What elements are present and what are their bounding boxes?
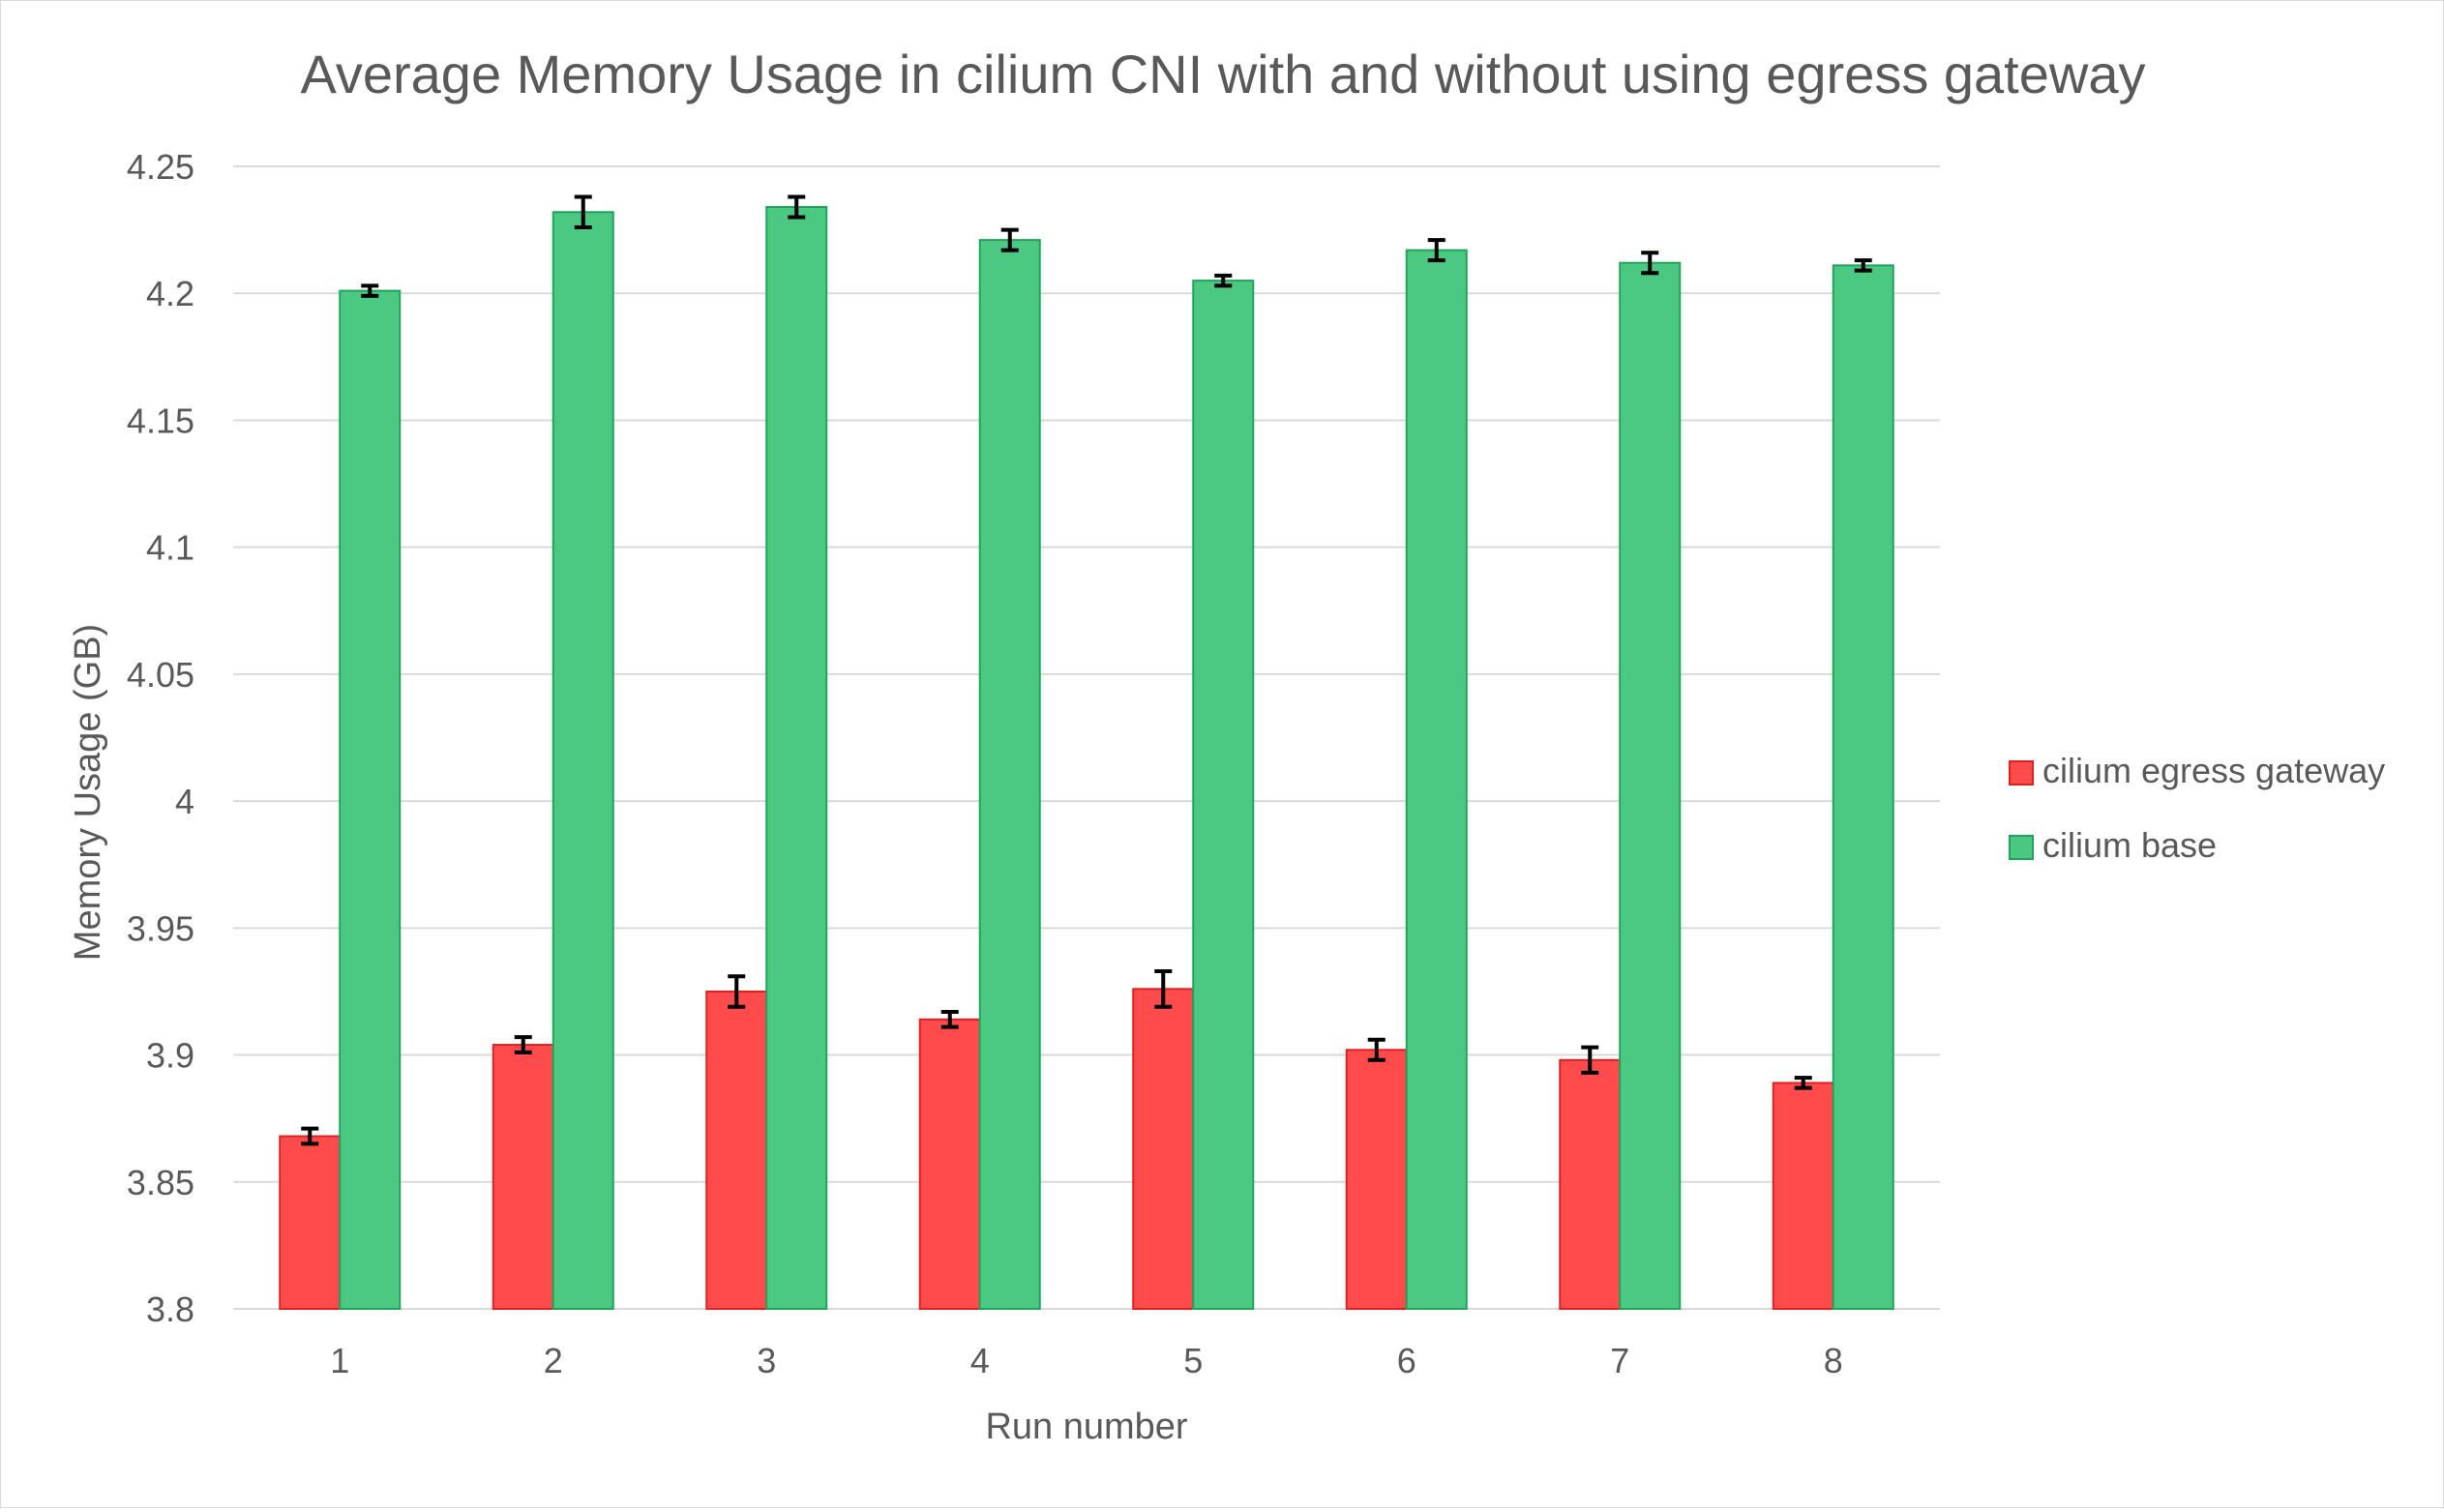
x-tick-label: 5 [1183, 1341, 1203, 1380]
gridlines [233, 165, 1940, 1310]
bar-base-run-3 [765, 205, 828, 1311]
bar-egress-gateway-run-3 [705, 990, 768, 1310]
bar-egress-gateway-run-2 [492, 1044, 554, 1310]
bar-egress-gateway-run-4 [918, 1018, 981, 1311]
error-bar [1794, 1076, 1812, 1090]
y-tick-label: 4.15 [127, 400, 194, 440]
x-tick-label: 7 [1610, 1341, 1629, 1380]
y-tick-label: 4 [175, 782, 194, 821]
bar-egress-gateway-run-5 [1132, 988, 1195, 1310]
y-tick-label: 4.1 [146, 528, 194, 568]
bar-egress-gateway-run-6 [1345, 1049, 1408, 1310]
bars [279, 205, 1894, 1311]
y-tick-label: 4.25 [127, 147, 194, 187]
error-bar [728, 974, 746, 1009]
x-tick-label: 3 [757, 1341, 776, 1380]
bar-base-run-1 [339, 289, 402, 1310]
error-bar [1641, 251, 1659, 276]
x-tick-label: 1 [330, 1341, 349, 1380]
bar-base-run-6 [1405, 249, 1468, 1310]
legend: cilium egress gateway cilium base [2009, 751, 2385, 865]
bar-base-run-7 [1619, 261, 1682, 1310]
bar-base-run-4 [978, 239, 1041, 1310]
error-bar [788, 194, 806, 220]
chart-title: Average Memory Usage in cilium CNI with … [301, 44, 2146, 104]
error-bar [1214, 273, 1233, 288]
y-tick-label: 3.8 [146, 1290, 194, 1329]
error-bar [1427, 238, 1446, 263]
y-tick-label: 3.9 [146, 1036, 194, 1076]
legend-swatch [2009, 835, 2034, 860]
bar-base-run-5 [1192, 280, 1255, 1311]
error-bar [1581, 1045, 1599, 1075]
error-bar [301, 1126, 319, 1146]
y-tick-label: 4.2 [146, 274, 194, 313]
error-bar [1854, 258, 1872, 273]
y-tick-label: 3.95 [127, 908, 194, 948]
x-tick-label: 8 [1824, 1341, 1843, 1380]
error-bar [940, 1009, 959, 1029]
error-bar [514, 1035, 532, 1054]
error-bar [1367, 1037, 1386, 1062]
y-tick-label: 3.85 [127, 1163, 194, 1202]
legend-label: cilium egress gateway [2042, 751, 2385, 790]
x-tick-labels: 1 2 3 4 5 6 7 8 [330, 1341, 1843, 1380]
error-bar [1154, 968, 1173, 1009]
bar-egress-gateway-run-7 [1559, 1058, 1622, 1310]
bar-egress-gateway-run-8 [1772, 1082, 1834, 1310]
bar-egress-gateway-run-1 [279, 1135, 342, 1310]
legend-label: cilium base [2042, 825, 2217, 865]
y-tick-labels: 3.8 3.85 3.9 3.95 4 4.05 4.1 4.15 4.2 4.25 [127, 147, 194, 1329]
legend-swatch [2009, 760, 2034, 786]
bar-base-run-8 [1832, 264, 1894, 1310]
bar-base-run-2 [551, 211, 614, 1311]
error-bars [301, 194, 1872, 1146]
x-tick-label: 4 [970, 1341, 990, 1380]
x-axis-label: Run number [985, 1407, 1187, 1447]
x-tick-label: 2 [544, 1341, 563, 1380]
error-bar [361, 283, 379, 298]
error-bar [1000, 227, 1019, 252]
x-tick-label: 6 [1397, 1341, 1416, 1380]
y-axis-label: Memory Usage (GB) [68, 624, 108, 961]
error-bar [574, 194, 592, 229]
y-tick-label: 4.05 [127, 655, 194, 695]
